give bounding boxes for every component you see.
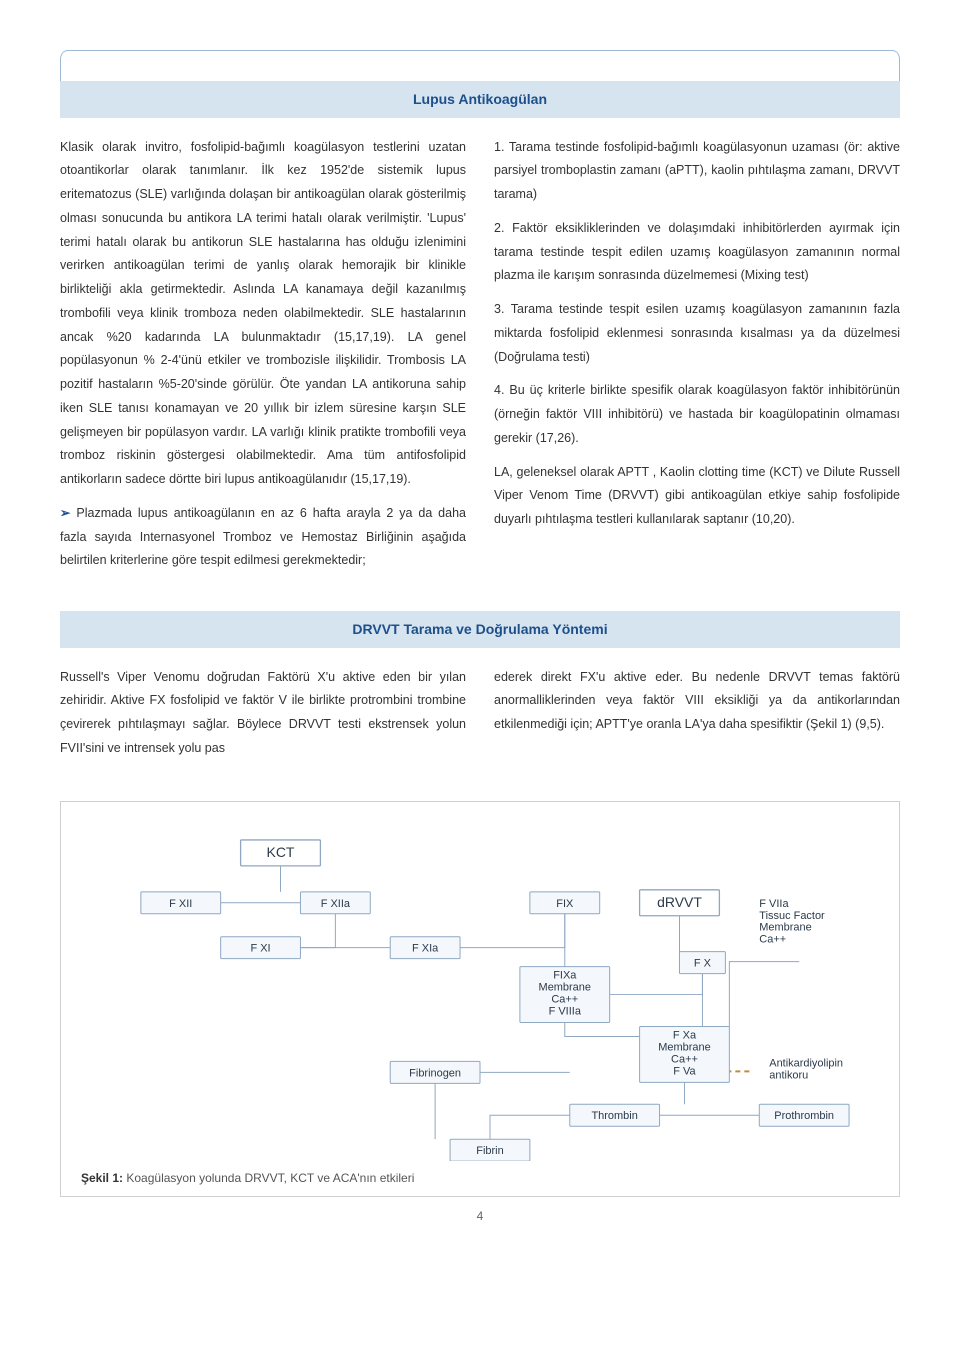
svg-text:F VIIa: F VIIa xyxy=(759,897,789,909)
section1-title: Lupus Antikoagülan xyxy=(60,81,900,118)
para-r2: 2. Faktör eksikliklerinden ve dolaşımdak… xyxy=(494,217,900,288)
svg-text:F X: F X xyxy=(694,957,712,969)
svg-text:Ca++: Ca++ xyxy=(671,1053,698,1065)
para-s2r: ederek direkt FX'u aktive eder. Bu neden… xyxy=(494,666,900,737)
svg-text:Ca++: Ca++ xyxy=(759,933,786,945)
fig-caption-rest: Koagülasyon yolunda DRVVT, KCT ve ACA'nı… xyxy=(123,1171,414,1185)
svg-text:F XIa: F XIa xyxy=(412,942,439,954)
page-frame: Lupus Antikoagülan Klasik olarak invitro… xyxy=(60,50,900,1197)
svg-text:F XI: F XI xyxy=(250,942,270,954)
svg-text:Tissuc Factor: Tissuc Factor xyxy=(759,909,825,921)
para-r4: 4. Bu üç kriterle birlikte spesifik olar… xyxy=(494,379,900,450)
section1-left-col: Klasik olarak invitro, fosfolipid-bağıml… xyxy=(60,136,466,584)
para-r1: 1. Tarama testinde fosfolipid-bağımlı ko… xyxy=(494,136,900,207)
page-number: 4 xyxy=(60,1205,900,1228)
para-left-main: Klasik olarak invitro, fosfolipid-bağıml… xyxy=(60,136,466,492)
svg-text:dRVVT: dRVVT xyxy=(657,893,702,909)
svg-text:Membrane: Membrane xyxy=(759,921,811,933)
section2-title: DRVVT Tarama ve Doğrulama Yöntemi xyxy=(60,611,900,648)
svg-text:Ca++: Ca++ xyxy=(551,993,578,1005)
para-left-marker: ➢ Plazmada lupus antikoagülanın en az 6 … xyxy=(60,502,466,573)
section2-columns: Russell's Viper Venomu doğrudan Faktörü … xyxy=(60,666,900,771)
para-r3: 3. Tarama testinde tespit esilen uzamış … xyxy=(494,298,900,369)
svg-text:Thrombin: Thrombin xyxy=(591,1110,637,1122)
svg-text:Membrane: Membrane xyxy=(539,981,591,993)
figure-caption: Şekil 1: Koagülasyon yolunda DRVVT, KCT … xyxy=(81,1167,879,1190)
svg-text:FIXa: FIXa xyxy=(553,969,577,981)
svg-text:Prothrombin: Prothrombin xyxy=(774,1110,834,1122)
svg-text:F VIIIa: F VIIIa xyxy=(549,1005,582,1017)
figure-1: KCTF XIIF XIIaF XIF XIaFIXdRVVTFIXaMembr… xyxy=(60,801,900,1197)
svg-text:antikoru: antikoru xyxy=(769,1069,808,1081)
svg-text:Membrane: Membrane xyxy=(658,1041,710,1053)
svg-text:Antikardiyolipin: Antikardiyolipin xyxy=(769,1057,843,1069)
fig-caption-bold: Şekil 1: xyxy=(81,1171,123,1185)
svg-text:FIX: FIX xyxy=(556,897,574,909)
svg-text:F Xa: F Xa xyxy=(673,1029,697,1041)
svg-text:F XII: F XII xyxy=(169,897,192,909)
svg-text:Fibrin: Fibrin xyxy=(476,1145,503,1157)
section2-right-col: ederek direkt FX'u aktive eder. Bu neden… xyxy=(494,666,900,771)
para-left2-text: Plazmada lupus antikoagülanın en az 6 ha… xyxy=(60,506,466,568)
section2-left-col: Russell's Viper Venomu doğrudan Faktörü … xyxy=(60,666,466,771)
svg-text:F XIIa: F XIIa xyxy=(321,897,351,909)
marker-icon: ➢ xyxy=(60,506,70,520)
para-r5: LA, geleneksel olarak APTT , Kaolin clot… xyxy=(494,461,900,532)
svg-text:KCT: KCT xyxy=(267,844,295,860)
figure-svg: KCTF XIIF XIIaF XIF XIaFIXdRVVTFIXaMembr… xyxy=(81,822,879,1161)
svg-text:Fibrinogen: Fibrinogen xyxy=(409,1067,461,1079)
section1-columns: Klasik olarak invitro, fosfolipid-bağıml… xyxy=(60,136,900,584)
section1-right-col: 1. Tarama testinde fosfolipid-bağımlı ko… xyxy=(494,136,900,584)
svg-text:F Va: F Va xyxy=(673,1065,696,1077)
para-s2l: Russell's Viper Venomu doğrudan Faktörü … xyxy=(60,666,466,761)
